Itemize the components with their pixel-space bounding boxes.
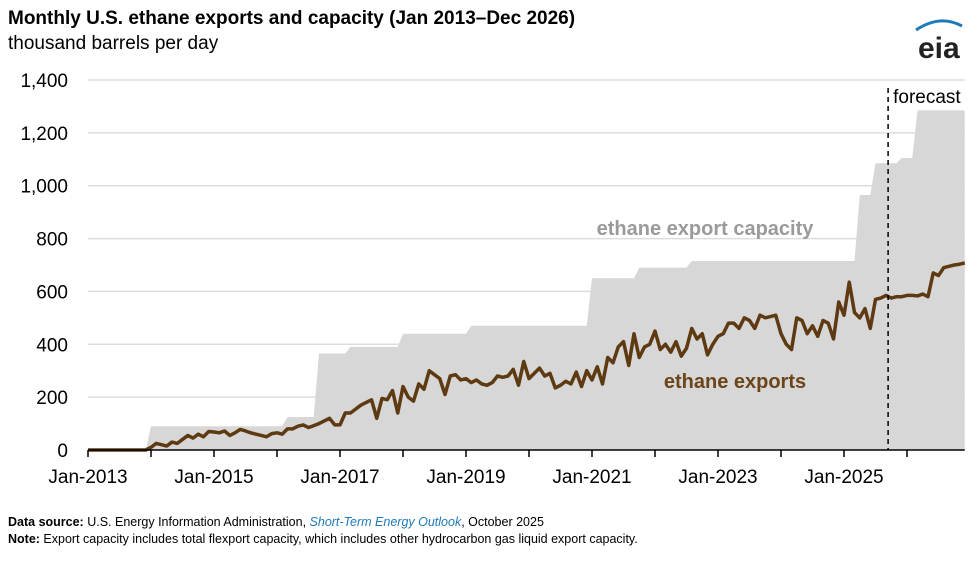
y-tick-label: 1,200 — [20, 124, 68, 145]
x-tick-label: Jan-2021 — [552, 467, 631, 488]
x-tick-label: Jan-2023 — [678, 467, 757, 488]
capacity-area — [88, 110, 965, 451]
x-tick-label: Jan-2013 — [48, 467, 127, 488]
y-tick-label: 1,000 — [20, 177, 68, 198]
y-tick-label: 200 — [36, 388, 68, 409]
y-tick-label: 600 — [36, 282, 68, 303]
y-tick-label: 800 — [36, 230, 68, 251]
source-link[interactable]: Short-Term Energy Outlook — [309, 515, 462, 529]
forecast-label: forecast — [893, 87, 961, 108]
x-tick-label: Jan-2019 — [426, 467, 505, 488]
exports-line — [88, 261, 966, 452]
y-tick-label: 1,400 — [20, 71, 68, 92]
note-label: Note: — [8, 532, 40, 546]
x-tick-label: Jan-2017 — [300, 467, 379, 488]
note-text: Export capacity includes total flexport … — [39, 532, 638, 546]
eia-logo: eia — [918, 32, 960, 65]
x-tick-label: Jan-2025 — [804, 467, 883, 488]
y-tick-label: 0 — [57, 441, 68, 462]
eia-logo-arc — [915, 19, 963, 32]
source-label: Data source: — [8, 515, 84, 529]
x-tick-label: Jan-2015 — [174, 467, 253, 488]
source-post: , October 2025 — [461, 515, 544, 529]
capacity-series-label: ethane export capacity — [597, 218, 815, 240]
chart-subtitle: thousand barrels per day — [8, 33, 219, 54]
note: Note: Export capacity includes total fle… — [8, 532, 638, 546]
source-pre: U.S. Energy Information Administration, — [83, 515, 310, 529]
chart-title: Monthly U.S. ethane exports and capacity… — [8, 8, 576, 29]
y-tick-label: 400 — [36, 335, 68, 356]
exports-series-label: ethane exports — [664, 371, 806, 393]
data-source: Data source: U.S. Energy Information Adm… — [8, 515, 544, 529]
